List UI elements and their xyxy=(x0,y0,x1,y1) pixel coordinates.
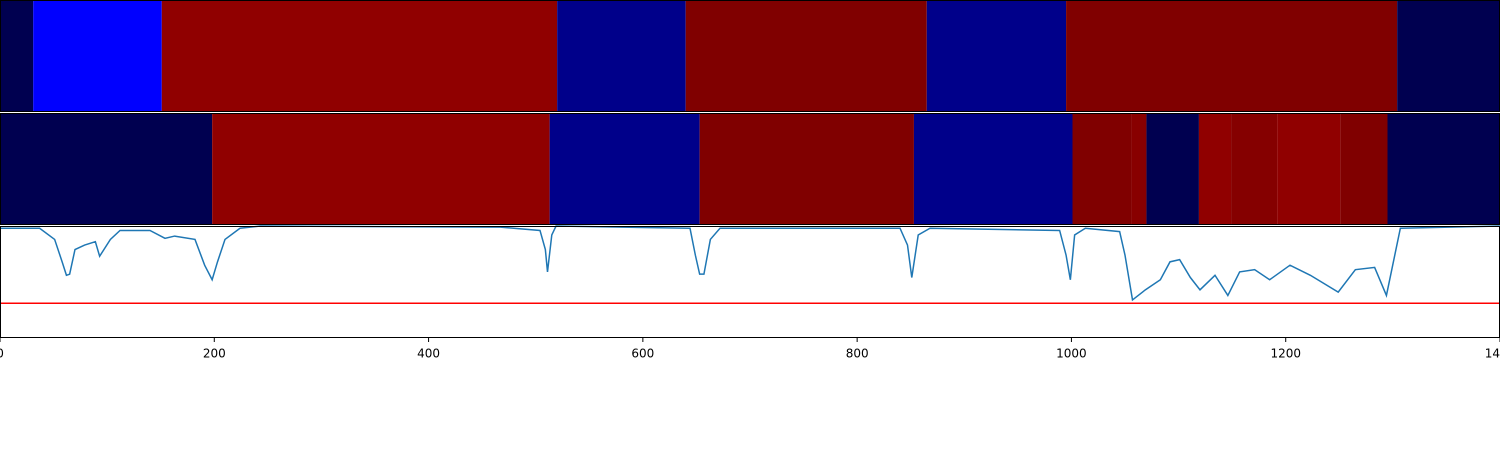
segment xyxy=(1072,113,1132,225)
segment xyxy=(161,0,558,112)
segment xyxy=(913,113,1073,225)
x-tick-label: 400 xyxy=(417,347,440,361)
segment xyxy=(557,0,686,112)
x-tick-label: 200 xyxy=(203,347,226,361)
panel-frame xyxy=(0,226,1500,338)
segment xyxy=(33,0,162,112)
segment xyxy=(1066,0,1398,112)
segment xyxy=(0,0,34,112)
x-tick-label: 600 xyxy=(631,347,654,361)
segment xyxy=(1340,113,1388,225)
segment xyxy=(685,0,927,112)
x-tick-label: 0 xyxy=(0,347,4,361)
segment xyxy=(1131,113,1147,225)
x-tick-label: 800 xyxy=(846,347,869,361)
line-series xyxy=(0,225,1500,302)
x-tick-label: 1400 xyxy=(1485,347,1500,361)
segment xyxy=(1198,113,1232,225)
x-tick-label: 1200 xyxy=(1270,347,1301,361)
segment xyxy=(212,113,550,225)
segment xyxy=(1146,113,1199,225)
segment xyxy=(1397,0,1500,112)
segment xyxy=(1387,113,1500,225)
segment xyxy=(1277,113,1341,225)
x-tick-label: 1000 xyxy=(1056,347,1087,361)
segment xyxy=(926,0,1067,112)
segment xyxy=(549,113,700,225)
segment xyxy=(1231,113,1278,225)
segment xyxy=(0,113,213,225)
segment xyxy=(699,113,914,225)
